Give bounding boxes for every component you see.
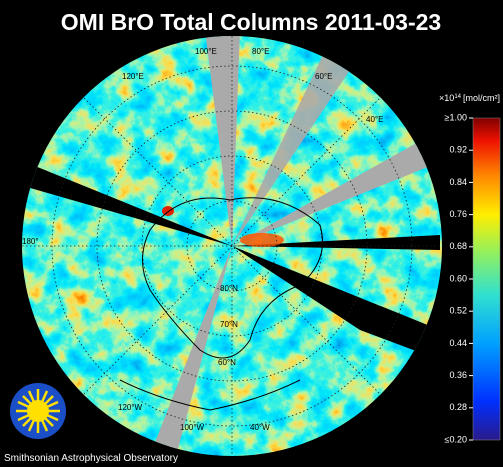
unit-exponent: 14: [454, 94, 461, 100]
map-label: 40°W: [250, 423, 270, 432]
colorbar-tick-label: 0.44: [449, 338, 467, 348]
map-label: 40°E: [366, 115, 383, 124]
sao-logo: [10, 383, 66, 439]
no-data-gap: [232, 246, 440, 360]
credit: Smithsonian Astrophysical Observatory: [4, 453, 178, 464]
colorbar: [472, 117, 501, 441]
map-labels: 100°E 80°E 120°E 60°E 40°E 180° 80°N 70°…: [22, 47, 383, 432]
map-label: 120°W: [118, 403, 143, 412]
coastline: [142, 197, 323, 359]
no-data-gap: [22, 160, 232, 246]
colorbar-tick-label: 0.52: [449, 306, 467, 316]
colorbar-tick-label: ≥1.00: [445, 112, 467, 122]
colorbar-tick-label: 0.92: [449, 145, 467, 155]
map-label: 100°E: [195, 47, 217, 56]
hotspot: [240, 233, 284, 247]
map-label: 80°N: [220, 284, 238, 293]
colorbar-ticks: ≥1.00 0.92 0.84 0.76 0.68 0.60 0.52 0.44 0.36 0.2…: [445, 112, 473, 444]
no-data-wedge: [232, 40, 360, 246]
map-label: 180°: [22, 237, 39, 246]
colorbar-tick-label: 0.60: [449, 273, 467, 283]
map-label: 80°E: [252, 47, 269, 56]
map-label: 60°N: [218, 358, 236, 367]
unit-prefix: ×10: [439, 93, 454, 103]
map-label: 100°W: [180, 423, 205, 432]
colorbar-unit: ×1014 [mol/cm²]: [439, 93, 500, 103]
colorbar-tick-label: 0.28: [449, 402, 467, 412]
title: OMI BrO Total Columns 2011-03-23: [61, 9, 441, 35]
no-data-wedge: [150, 246, 232, 456]
map-disc: [22, 36, 442, 456]
colorbar-tick-label: ≤0.20: [445, 434, 467, 444]
map-label: 70°N: [220, 320, 238, 329]
colorbar-tick-label: 0.68: [449, 241, 467, 251]
no-data-wedge: [205, 36, 240, 246]
colorbar-tick-label: 0.76: [449, 209, 467, 219]
map-label: 60°E: [315, 72, 332, 81]
map-label: 120°E: [122, 72, 144, 81]
unit: [mol/cm²]: [463, 93, 500, 103]
colorbar-tick-label: 0.36: [449, 370, 467, 380]
colorbar-tick-label: 0.84: [449, 177, 467, 187]
no-data-gap: [232, 235, 440, 250]
coastline: [119, 379, 301, 411]
no-data-wedge: [232, 130, 442, 246]
